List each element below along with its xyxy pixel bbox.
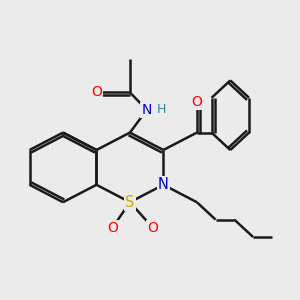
- Text: O: O: [191, 95, 202, 109]
- Text: O: O: [91, 85, 102, 99]
- Text: O: O: [147, 220, 158, 235]
- Text: S: S: [125, 195, 135, 210]
- Text: H: H: [157, 103, 166, 116]
- Text: N: N: [158, 177, 169, 192]
- Text: O: O: [107, 220, 118, 235]
- Text: N: N: [142, 103, 152, 117]
